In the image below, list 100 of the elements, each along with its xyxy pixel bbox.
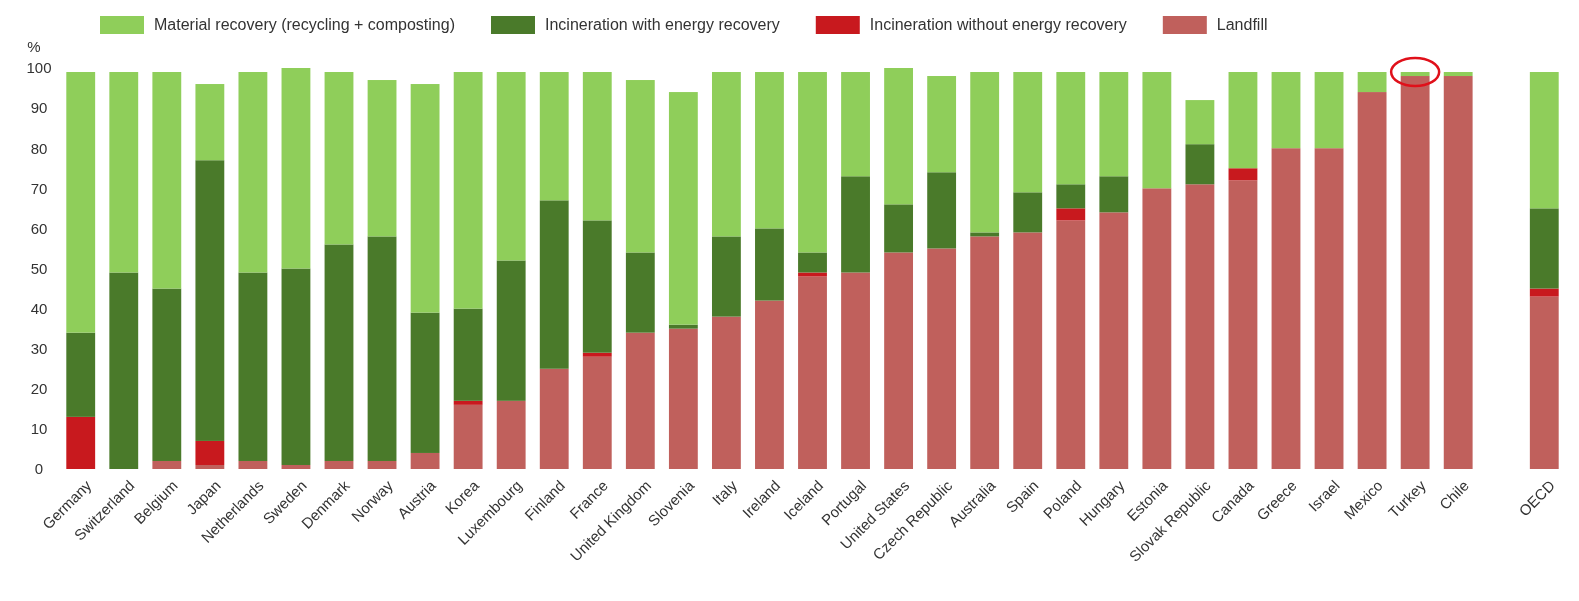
bar <box>281 68 311 269</box>
bar <box>1400 76 1430 469</box>
bar <box>195 84 225 161</box>
bar <box>496 260 526 401</box>
bar <box>1142 72 1172 189</box>
y-tick-label: 40 <box>30 299 48 317</box>
y-tick-label: 70 <box>30 179 48 197</box>
bar <box>668 328 698 469</box>
bar <box>152 72 182 289</box>
bar <box>1271 148 1301 469</box>
bar <box>324 72 354 245</box>
bar <box>238 460 268 469</box>
bar <box>1271 72 1301 149</box>
bar <box>1056 72 1086 185</box>
bar <box>324 244 354 461</box>
bar <box>453 72 483 309</box>
bar <box>625 332 655 469</box>
bar <box>711 236 741 317</box>
bar <box>1400 72 1430 77</box>
y-tick-label: 90 <box>30 99 48 117</box>
bar <box>841 272 870 469</box>
bar <box>1314 72 1344 149</box>
bar <box>798 72 827 253</box>
bar <box>582 72 612 221</box>
bar <box>927 248 957 469</box>
bar <box>1099 72 1129 177</box>
bar <box>1529 72 1559 209</box>
bar <box>582 356 612 469</box>
y-tick-label: 50 <box>30 259 48 277</box>
bar <box>66 416 96 469</box>
legend-label: Landfill <box>1216 16 1268 33</box>
bar <box>798 252 827 273</box>
bar <box>1228 168 1258 181</box>
bar <box>324 460 354 469</box>
bar <box>367 80 397 237</box>
bar <box>755 228 784 301</box>
legend-label: Incineration without energy recovery <box>869 16 1127 33</box>
bar <box>410 84 440 313</box>
bar <box>1185 184 1215 469</box>
bar <box>410 452 440 469</box>
bar <box>798 272 827 277</box>
bar <box>152 288 182 461</box>
bar <box>582 352 612 357</box>
bar <box>1357 92 1387 469</box>
bar <box>367 236 397 461</box>
bar <box>496 400 526 469</box>
bar <box>1228 180 1258 469</box>
bar <box>927 172 957 249</box>
bar <box>1099 212 1129 469</box>
bar <box>281 268 311 465</box>
bar <box>1056 184 1086 209</box>
bar <box>1056 220 1086 469</box>
bar <box>1228 72 1258 169</box>
bar <box>238 272 268 461</box>
bar <box>1529 288 1559 297</box>
bar <box>625 80 655 253</box>
bar <box>195 464 225 469</box>
bar <box>927 76 957 173</box>
y-tick-label: 20 <box>30 380 48 398</box>
bar <box>755 300 784 469</box>
bar <box>66 72 96 333</box>
bar <box>453 308 483 401</box>
bar <box>109 72 139 273</box>
bar <box>238 72 268 273</box>
bar <box>884 252 914 469</box>
x-tick-label: Italy <box>708 476 741 509</box>
bar <box>970 232 1000 237</box>
bar <box>152 460 182 469</box>
bar <box>1314 148 1344 469</box>
bar <box>1013 192 1043 233</box>
bar <box>884 68 914 205</box>
bar <box>1013 232 1043 469</box>
bar <box>711 72 741 237</box>
bar <box>1357 72 1387 93</box>
bar <box>884 204 914 253</box>
y-tick-label: 30 <box>30 340 48 357</box>
bar <box>582 220 612 353</box>
bar <box>281 464 311 469</box>
y-tick-label: 80 <box>30 139 48 157</box>
bar <box>1185 144 1215 185</box>
bar <box>841 72 870 177</box>
bar <box>668 324 698 329</box>
bar <box>798 276 827 469</box>
bar <box>539 200 569 369</box>
y-axis-title: % <box>27 38 41 55</box>
bar <box>367 460 397 469</box>
bar <box>195 160 225 441</box>
bar <box>66 332 96 417</box>
bar <box>1443 72 1473 77</box>
bar <box>1056 208 1086 221</box>
bar <box>539 72 569 201</box>
y-tick-label: 60 <box>30 219 48 237</box>
bar <box>1529 208 1559 289</box>
bar <box>1142 188 1172 469</box>
bar <box>1099 176 1129 213</box>
bar <box>109 272 139 469</box>
legend-label: Material recovery (recycling + composting) <box>154 16 455 33</box>
bar <box>625 252 655 333</box>
bar <box>410 312 440 453</box>
bar <box>970 72 1000 233</box>
